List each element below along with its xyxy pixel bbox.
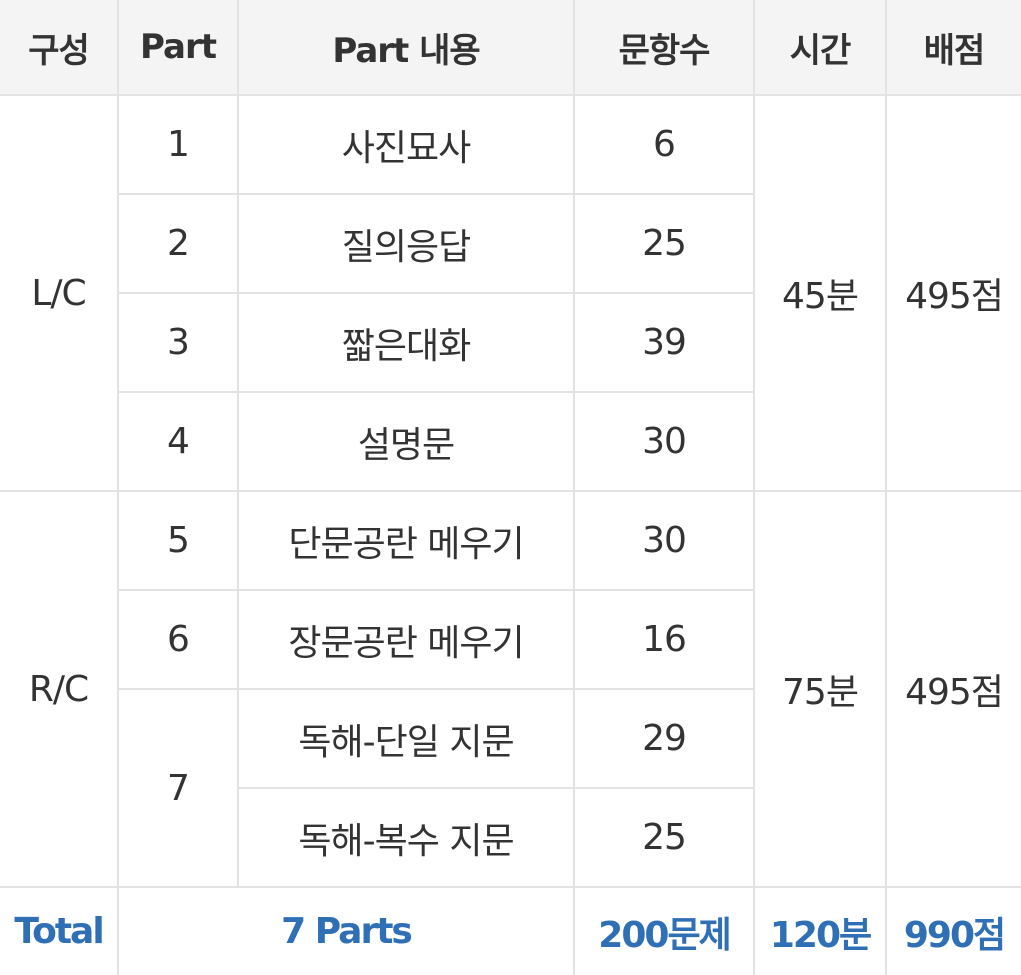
table-row: R/C 5 단문공란 메우기 30 75분 495점 xyxy=(0,490,1021,888)
part-content: 설명문 xyxy=(237,391,575,492)
part-content: 질의응답 xyxy=(237,193,575,294)
total-parts: 7 Parts xyxy=(117,886,575,975)
table-row: 6 장문공란 메우기 16 xyxy=(0,589,1021,690)
table-row: 2 질의응답 25 xyxy=(0,193,1021,294)
table-row: 4 설명문 30 xyxy=(0,391,1021,492)
total-time: 120분 xyxy=(753,886,887,975)
part-number: 6 xyxy=(117,589,239,690)
part-number: 5 xyxy=(117,490,239,591)
total-question-count: 200문제 xyxy=(573,886,755,975)
header-part: Part xyxy=(117,0,239,96)
section-time: 75분 xyxy=(753,490,887,888)
part-number: 7 xyxy=(117,688,239,888)
header-question-count: 문항수 xyxy=(573,0,755,96)
section-time: 45분 xyxy=(753,94,887,492)
header-score: 배점 xyxy=(885,0,1021,96)
header-time: 시간 xyxy=(753,0,887,96)
part-content: 단문공란 메우기 xyxy=(237,490,575,591)
section-score: 495점 xyxy=(885,490,1021,888)
table-row: L/C 1 사진묘사 6 45분 495점 xyxy=(0,94,1021,492)
question-count: 30 xyxy=(573,391,755,492)
part-content: 독해-복수 지문 xyxy=(237,787,575,888)
section-rc: R/C xyxy=(0,490,119,888)
part-content: 사진묘사 xyxy=(237,94,575,195)
part-number: 2 xyxy=(117,193,239,294)
question-count: 25 xyxy=(573,193,755,294)
table-row: 3 짧은대화 39 xyxy=(0,292,1021,393)
section-lc: L/C xyxy=(0,94,119,492)
part-number: 1 xyxy=(117,94,239,195)
question-count: 30 xyxy=(573,490,755,591)
question-count: 25 xyxy=(573,787,755,888)
table-row: 7 독해-단일 지문 29 xyxy=(0,688,1021,888)
part-content: 독해-단일 지문 xyxy=(237,688,575,789)
header-part-content: Part 내용 xyxy=(237,0,575,96)
total-row: Total 7 Parts 200문제 120분 990점 xyxy=(0,886,1021,975)
question-count: 29 xyxy=(573,688,755,789)
question-count: 6 xyxy=(573,94,755,195)
total-score: 990점 xyxy=(885,886,1021,975)
table-row: 독해-복수 지문 25 xyxy=(0,787,1021,888)
total-label: Total xyxy=(0,886,119,975)
header-row: 구성 Part Part 내용 문항수 시간 배점 xyxy=(0,0,1021,96)
part-content: 짧은대화 xyxy=(237,292,575,393)
part-number: 3 xyxy=(117,292,239,393)
header-section: 구성 xyxy=(0,0,119,96)
question-count: 39 xyxy=(573,292,755,393)
part-number: 4 xyxy=(117,391,239,492)
part-content: 장문공란 메우기 xyxy=(237,589,575,690)
section-score: 495점 xyxy=(885,94,1021,492)
question-count: 16 xyxy=(573,589,755,690)
